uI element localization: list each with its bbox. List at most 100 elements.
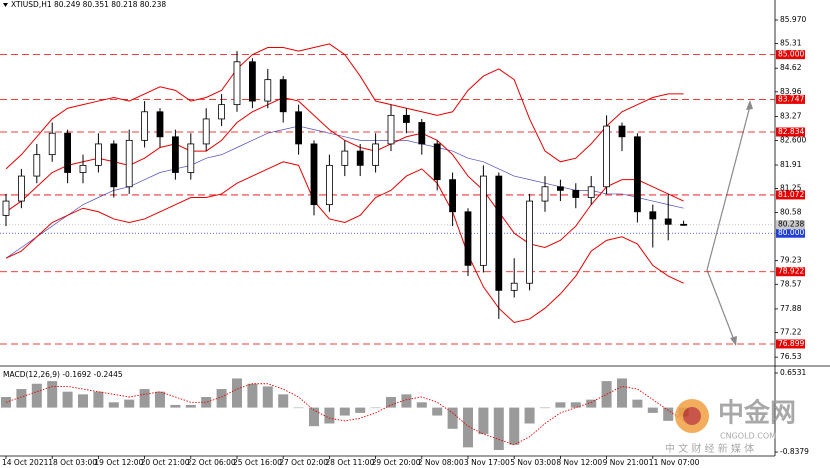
candle-body [248, 61, 256, 102]
candle-body [541, 186, 549, 202]
chart-title: XTIUSD,H1 80.249 80.351 80.218 80.238 [11, 0, 166, 9]
logo [683, 407, 701, 425]
x-tick-label: 27 Oct 02:00 [279, 458, 328, 467]
macd-bar [170, 404, 181, 408]
candle-body [464, 211, 472, 266]
level-box [776, 228, 805, 238]
y-tick-label: 77.22 [780, 328, 802, 337]
level-label: 85.000 [778, 50, 804, 59]
macd-bar [632, 399, 643, 408]
macd-bar [339, 407, 350, 416]
macd-bar [355, 407, 366, 413]
y-tick-label: 79.23 [780, 256, 802, 265]
macd-bar [293, 407, 304, 409]
macd-bar [93, 391, 104, 408]
candle-body [449, 179, 457, 213]
menu-icon [3, 3, 8, 7]
macd-bar [647, 407, 658, 413]
macd-bar [201, 397, 212, 408]
x-tick-label: 28 Oct 11:00 [325, 458, 374, 467]
y-tick-label: 81.91 [780, 160, 802, 169]
ma-line [5, 125, 684, 259]
level-box [776, 339, 805, 349]
candle-body [187, 143, 195, 173]
level-label: 83.747 [778, 94, 804, 103]
candle-body [495, 175, 503, 291]
level-label: 80.000 [778, 228, 804, 237]
macd-bar [124, 399, 135, 408]
level-box [776, 127, 805, 137]
macd-bar [601, 381, 612, 408]
arrow-head [730, 336, 737, 346]
x-tick-label: 5 Nov 03:00 [510, 458, 556, 467]
candle-body [48, 132, 56, 156]
candle-body [372, 143, 380, 166]
candle-body [618, 125, 626, 138]
macd-bar [524, 407, 535, 424]
y-tick-label: 76.53 [780, 352, 802, 361]
candle-body [418, 122, 426, 145]
candle-body [433, 143, 441, 181]
y-tick-label: 77.88 [780, 304, 802, 313]
band-upper [5, 43, 684, 170]
candle-body [202, 118, 210, 145]
macd-bar [447, 407, 458, 429]
macd-bar [139, 389, 150, 408]
level-label: 80.238 [778, 220, 804, 229]
macd-bar [493, 407, 504, 451]
x-tick-label: 29 Oct 20:00 [372, 458, 421, 467]
level-box [776, 94, 805, 104]
macd-bar [247, 383, 258, 408]
level-label: 81.072 [778, 190, 804, 199]
candle-body [310, 143, 318, 206]
candle-body [79, 164, 87, 173]
candle-body [387, 114, 395, 145]
y-tick-label: 85.970 [780, 15, 806, 24]
macd-bar [324, 407, 335, 424]
macd-bar [155, 391, 165, 408]
brand: 中金网 [718, 398, 796, 429]
candle-body [587, 186, 595, 198]
x-tick-label: 2 Nov 08:00 [418, 458, 464, 467]
watermark: 中金网 CNGOLD.COM 中 文 财 经 新 媒 体 [665, 398, 796, 456]
candle-body [557, 186, 564, 191]
level-label: 76.899 [778, 339, 804, 348]
band-lower [5, 161, 684, 324]
candle-body [95, 143, 102, 166]
macd-bar [16, 389, 27, 408]
candle-body [634, 136, 641, 213]
macd-bar [370, 407, 381, 409]
candle-body [402, 114, 410, 123]
macd-bar [185, 404, 196, 408]
level-box [776, 190, 805, 200]
macd-bar [31, 383, 42, 408]
arrow-down [706, 269, 735, 341]
macd-bar [216, 389, 227, 408]
macd-bar [478, 407, 489, 435]
candle-body [264, 79, 272, 102]
projection-arrows [706, 100, 753, 346]
macd-bar [617, 378, 627, 408]
macd-bar [108, 402, 119, 408]
slogan: 中 文 财 经 新 媒 体 [665, 442, 754, 455]
macd-bar [309, 407, 319, 427]
macd-bar [463, 407, 473, 448]
x-tick-label: 18 Oct 03:00 [48, 458, 97, 467]
candle-body [572, 189, 580, 198]
candle-body [664, 218, 672, 225]
x-tick-label: 3 Nov 17:00 [464, 458, 510, 467]
macd-bar [570, 402, 581, 408]
level-box [776, 50, 805, 60]
x-tick-label: 22 Oct 06:00 [187, 458, 236, 467]
signal-line [5, 383, 684, 446]
x-tick-label: 9 Nov 21:00 [603, 458, 649, 467]
candle-body [218, 104, 226, 120]
macd-bar [262, 386, 273, 408]
arrow-up [706, 105, 751, 271]
macd-bar [62, 391, 73, 408]
y-tick-label: 81.25 [780, 184, 802, 193]
candle-body [279, 79, 287, 113]
candle-body [341, 150, 349, 166]
macd-bar [401, 394, 412, 408]
